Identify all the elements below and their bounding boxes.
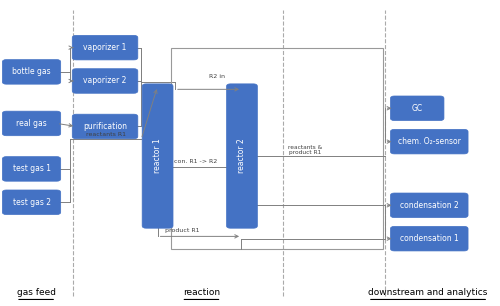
Text: reactants &
product R1: reactants & product R1 bbox=[288, 145, 322, 155]
Text: vaporizer 2: vaporizer 2 bbox=[84, 76, 126, 85]
FancyBboxPatch shape bbox=[72, 69, 138, 93]
Text: condensation 1: condensation 1 bbox=[400, 234, 458, 243]
FancyBboxPatch shape bbox=[390, 226, 468, 251]
Text: R2 in: R2 in bbox=[208, 74, 224, 79]
Text: downstream and analytics: downstream and analytics bbox=[368, 288, 488, 297]
Text: reaction: reaction bbox=[183, 288, 220, 297]
Text: product R1: product R1 bbox=[165, 228, 200, 233]
Text: vaporizer 1: vaporizer 1 bbox=[84, 43, 126, 52]
Text: test gas 2: test gas 2 bbox=[12, 198, 51, 207]
FancyBboxPatch shape bbox=[226, 84, 258, 228]
Text: reactor 1: reactor 1 bbox=[153, 139, 162, 174]
FancyBboxPatch shape bbox=[2, 111, 60, 136]
FancyBboxPatch shape bbox=[390, 96, 444, 121]
Text: GC: GC bbox=[412, 104, 423, 113]
Text: reactor 2: reactor 2 bbox=[238, 139, 246, 174]
Text: test gas 1: test gas 1 bbox=[12, 164, 51, 174]
Text: condensation 2: condensation 2 bbox=[400, 201, 458, 210]
FancyBboxPatch shape bbox=[390, 193, 468, 218]
FancyBboxPatch shape bbox=[2, 190, 60, 215]
Text: bottle gas: bottle gas bbox=[12, 67, 51, 76]
FancyBboxPatch shape bbox=[390, 129, 468, 154]
Text: real gas: real gas bbox=[16, 119, 47, 128]
Text: reactants R1: reactants R1 bbox=[86, 132, 126, 137]
FancyBboxPatch shape bbox=[72, 35, 138, 60]
Bar bbox=[171, 48, 383, 248]
Text: gas feed: gas feed bbox=[16, 288, 56, 297]
FancyBboxPatch shape bbox=[142, 84, 173, 228]
FancyBboxPatch shape bbox=[2, 60, 60, 84]
FancyBboxPatch shape bbox=[2, 157, 60, 181]
Text: con. R1 -> R2: con. R1 -> R2 bbox=[174, 159, 217, 164]
Text: chem. O₂-sensor: chem. O₂-sensor bbox=[398, 137, 460, 146]
Text: purification: purification bbox=[83, 122, 127, 131]
FancyBboxPatch shape bbox=[72, 114, 138, 139]
